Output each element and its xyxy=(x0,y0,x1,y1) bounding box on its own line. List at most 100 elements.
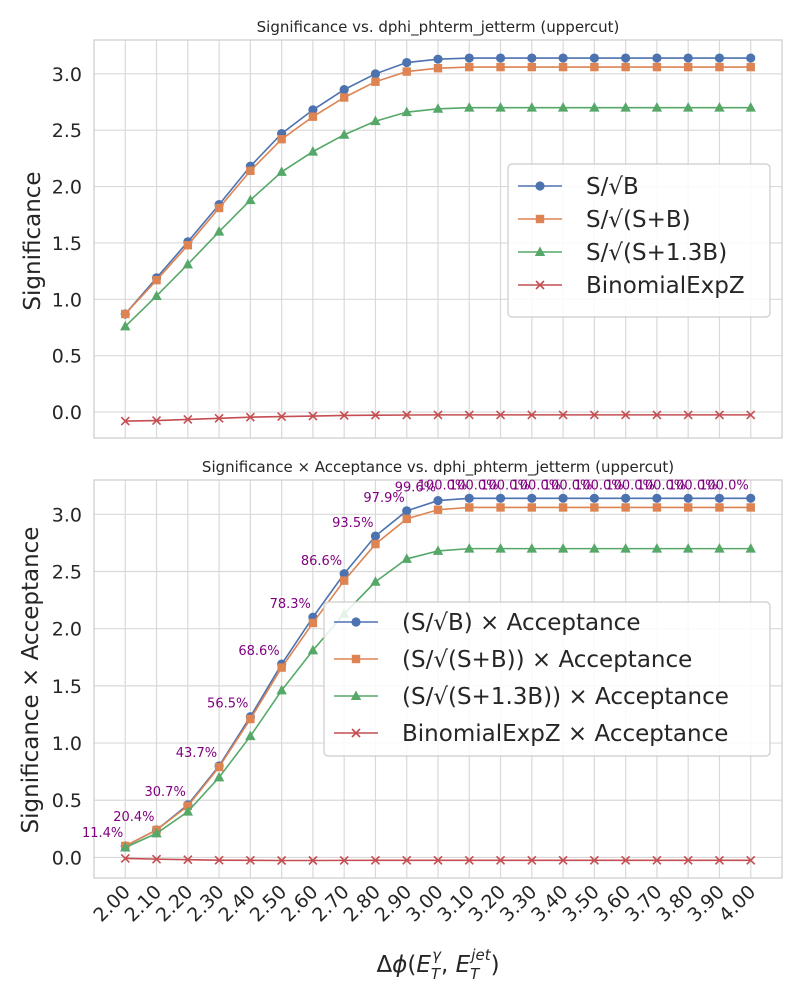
data-point xyxy=(495,543,506,553)
legend-label: (S/√B) × Acceptance xyxy=(402,610,640,636)
data-point xyxy=(495,493,506,503)
data-point xyxy=(245,194,256,205)
data-point xyxy=(714,53,725,63)
data-point xyxy=(401,106,412,117)
data-point xyxy=(714,543,725,553)
y-tick-label: 2.0 xyxy=(52,177,82,199)
top-chart-title: Significance vs. dphi_phterm_jetterm (up… xyxy=(257,18,620,37)
legend-item: (S/√(S+B)) × Acceptance xyxy=(334,647,692,673)
data-point xyxy=(590,62,599,72)
acceptance-label: 56.5% xyxy=(207,697,248,712)
y-tick-label: 0.5 xyxy=(52,790,82,812)
data-point xyxy=(121,309,130,319)
data-point xyxy=(465,62,474,72)
bottom-panel: Significance × Acceptance vs. dphi_phter… xyxy=(18,458,783,983)
data-point xyxy=(213,771,225,782)
data-point xyxy=(213,226,225,236)
data-point xyxy=(277,135,286,144)
data-point xyxy=(558,503,568,512)
data-point xyxy=(527,503,537,512)
data-point xyxy=(371,539,380,549)
legend: S/√B S/√(S+B) S/√(S+1.3B) BinomialExpZ xyxy=(507,163,771,318)
x-axis-label: Δϕ(ETγ, ETjet) xyxy=(376,946,499,983)
legend-marker xyxy=(535,214,545,224)
y-tick-label: 1.5 xyxy=(52,676,82,698)
acceptance-label: 100.0% xyxy=(637,478,687,493)
bottom-y-axis-label: Significance × Acceptance xyxy=(18,527,44,834)
data-point xyxy=(308,112,318,121)
data-point xyxy=(370,531,381,541)
data-point xyxy=(464,855,474,865)
y-tick-label: 0.0 xyxy=(52,847,82,869)
y-tick-label: 1.0 xyxy=(52,289,82,311)
data-point xyxy=(183,414,193,424)
data-point xyxy=(621,855,631,865)
data-point xyxy=(370,410,381,420)
data-point xyxy=(714,855,725,865)
acceptance-label: 93.5% xyxy=(332,516,373,531)
data-point xyxy=(526,543,538,553)
data-point xyxy=(183,855,193,865)
acceptance-label: 86.6% xyxy=(301,554,342,569)
data-point xyxy=(683,410,693,420)
legend-box xyxy=(323,601,771,757)
data-point xyxy=(746,855,756,865)
legend-item: (S/√(S+1.3B)) × Acceptance xyxy=(334,684,729,710)
data-point xyxy=(308,855,318,866)
data-point xyxy=(621,53,631,63)
data-point xyxy=(621,62,630,72)
data-point xyxy=(745,543,756,553)
data-point xyxy=(182,258,194,269)
data-point xyxy=(621,410,631,420)
series-2 xyxy=(120,102,756,331)
data-point xyxy=(745,102,756,112)
data-point xyxy=(245,730,256,741)
data-point xyxy=(214,855,224,865)
acceptance-label: 97.9% xyxy=(363,491,404,506)
legend-marker xyxy=(534,246,546,256)
data-point xyxy=(557,543,569,553)
series-3 xyxy=(120,410,756,426)
legend-label: BinomialExpZ xyxy=(586,273,745,299)
data-point xyxy=(527,410,537,420)
legend-box xyxy=(507,163,771,318)
legend-label: (S/√(S+1.3B)) × Acceptance xyxy=(402,684,729,710)
y-tick-label: 1.5 xyxy=(52,233,82,255)
data-point xyxy=(339,855,349,865)
data-point xyxy=(527,53,537,63)
acceptance-label: 100.0% xyxy=(543,478,593,493)
acceptance-label: 20.4% xyxy=(113,810,154,825)
legend-item: (S/√B) × Acceptance xyxy=(334,610,640,636)
data-point xyxy=(339,410,349,421)
acceptance-label: 100.0% xyxy=(449,478,499,493)
data-point xyxy=(433,54,443,64)
data-point xyxy=(120,416,130,426)
acceptance-label: 100.0% xyxy=(699,478,749,493)
data-point xyxy=(464,410,474,420)
data-point xyxy=(589,493,599,503)
data-point xyxy=(433,495,443,506)
legend-marker xyxy=(351,617,361,627)
legend-marker xyxy=(351,654,361,664)
data-point xyxy=(651,543,663,553)
acceptance-label: 68.6% xyxy=(238,644,279,659)
data-point xyxy=(246,166,255,175)
data-point xyxy=(433,410,443,420)
data-point xyxy=(464,493,474,503)
data-point xyxy=(589,855,599,865)
data-point xyxy=(401,553,412,563)
acceptance-label: 78.3% xyxy=(270,597,311,612)
legend-item: S/√(S+1.3B) xyxy=(518,240,727,266)
acceptance-label: 100.0% xyxy=(480,478,530,493)
data-point xyxy=(558,410,568,420)
y-tick-label: 2.5 xyxy=(52,120,82,142)
data-point xyxy=(714,493,725,503)
legend-item: S/√B xyxy=(518,174,639,200)
data-point xyxy=(246,714,255,724)
data-point xyxy=(495,855,506,865)
data-point xyxy=(432,545,444,555)
plot-frame xyxy=(93,39,783,439)
series-0 xyxy=(120,53,756,319)
legend-item: S/√(S+B) xyxy=(518,207,691,233)
data-point xyxy=(402,67,411,76)
